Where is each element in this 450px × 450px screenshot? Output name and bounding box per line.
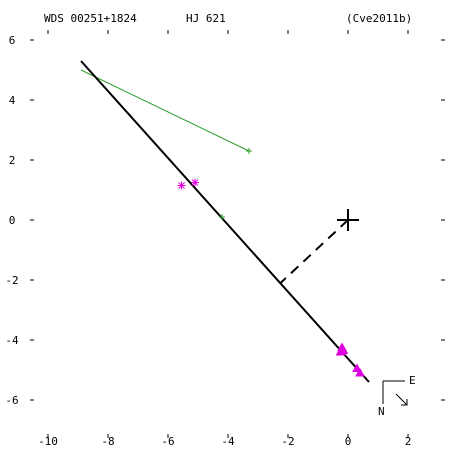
asterisk-marker — [177, 181, 186, 190]
y-tick-label: 2 — [9, 154, 16, 167]
x-tick-label: -8 — [101, 435, 114, 448]
triangle-marker — [355, 367, 365, 377]
y-tick-label: 0 — [9, 214, 16, 227]
compass-arrowhead — [401, 399, 408, 406]
axes: -10 -8 -6 -4 -2 0 2 6 4 2 0 -2 -4 -6 — [5, 30, 445, 448]
y-tick-label: -4 — [5, 334, 19, 347]
asterisk-marker — [191, 178, 199, 187]
periastron-dashed-line — [279, 219, 349, 284]
discoverer-label: HJ 621 — [186, 12, 226, 25]
plot-frame — [30, 30, 450, 450]
reference-label: (Cve2011b) — [346, 12, 412, 25]
orbit-line — [80, 60, 370, 383]
x-tick-label: 2 — [405, 435, 412, 448]
y-tick-label: 4 — [9, 94, 16, 107]
triangle-marker — [338, 345, 349, 354]
x-tick-label: -10 — [38, 435, 58, 448]
x-tick-label: -6 — [161, 435, 174, 448]
y-tick-label: -6 — [5, 394, 18, 407]
plus-marker — [219, 214, 225, 220]
compass-north-label: N — [378, 405, 385, 418]
wds-id-label: WDS 00251+1824 — [44, 12, 137, 25]
y-tick-label: -2 — [5, 274, 18, 287]
plus-marker — [246, 148, 252, 154]
compass-east-label: E — [409, 374, 416, 387]
compass-direction-arrow — [395, 393, 408, 406]
chart-marks — [80, 60, 370, 383]
x-tick-label: -2 — [281, 435, 294, 448]
asterisk-marker-d2 — [191, 179, 199, 186]
residual-line — [80, 69, 250, 152]
y-tick-label: 6 — [9, 34, 16, 47]
x-tick-label: -4 — [221, 435, 235, 448]
compass: E N — [378, 374, 416, 418]
x-tick-label: 0 — [345, 435, 352, 448]
asterisk-marker-d2 — [178, 182, 185, 189]
